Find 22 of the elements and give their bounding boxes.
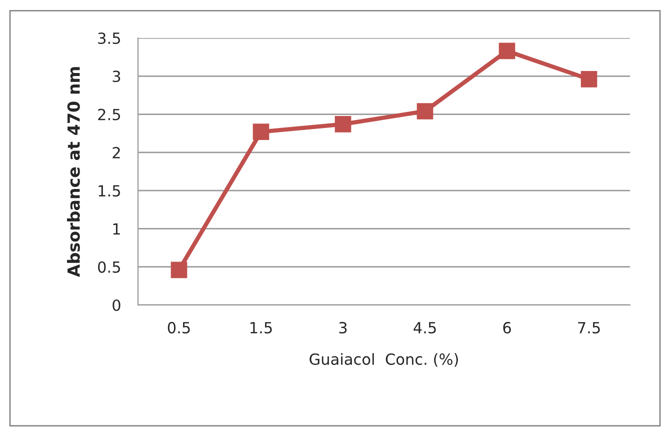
y-tick-label: 3 (112, 70, 120, 82)
x-tick-label: 3 (339, 322, 347, 334)
point (580, 71, 598, 88)
x-tick-label: 0.5 (168, 322, 190, 334)
y-axis-title: Absorbance at 470 nm (67, 67, 80, 278)
point (170, 262, 188, 278)
y-tick-label: 2.5 (98, 108, 120, 120)
x-axis-title: Guaiacol Conc. (%) (310, 353, 458, 367)
y-tick-label: 3.5 (98, 32, 120, 44)
point (334, 116, 352, 132)
x-tick-label: 1.5 (250, 322, 272, 334)
x-tick-label: 6 (503, 322, 511, 334)
y-tick-label: 2 (112, 146, 120, 158)
y-tick-label: 1.5 (98, 185, 120, 197)
y-tick-label: 0 (112, 299, 120, 312)
point (498, 42, 516, 60)
point (416, 103, 434, 120)
y-tick-label: 1 (113, 223, 120, 235)
x-tick-label: 7.5 (578, 322, 600, 334)
x-tick-label: 4.5 (414, 322, 436, 334)
y-tick-label: 0.5 (98, 261, 120, 273)
point (252, 124, 270, 140)
